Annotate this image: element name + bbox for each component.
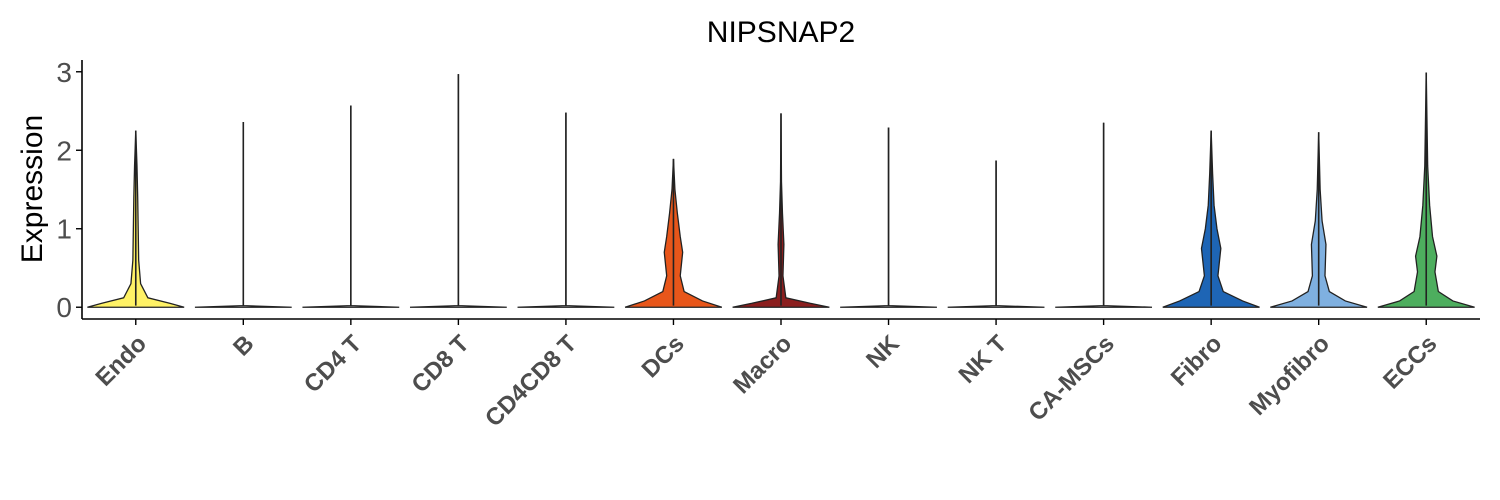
violin-ca-mscs [1055, 122, 1153, 308]
x-tick-label: Macro [728, 330, 797, 399]
x-tick-label: B [228, 330, 259, 361]
violin-cd4cd8-t [517, 112, 615, 308]
y-tick-label: 0 [56, 292, 72, 323]
violin-b [194, 122, 292, 308]
x-tick-label: CD4CD8 T [480, 330, 582, 432]
y-tick-label: 3 [56, 57, 72, 88]
chart-title: NIPSNAP2 [707, 16, 855, 49]
x-tick-label: Fibro [1166, 330, 1228, 392]
violin-cd8-t [409, 74, 507, 308]
x-tick-label: CD8 T [407, 330, 475, 398]
violin-cd4-t [302, 105, 400, 308]
x-tick-label: NK [861, 330, 905, 374]
y-tick-label: 1 [56, 214, 72, 245]
x-tick-label: ECCs [1378, 330, 1442, 394]
x-tick-label: CA-MSCs [1023, 330, 1119, 426]
violin-nk-t [947, 160, 1045, 308]
y-tick-label: 2 [56, 135, 72, 166]
y-axis-label: Expression [16, 115, 49, 263]
violin-nk [840, 127, 937, 308]
x-tick-label: DCs [637, 330, 690, 383]
x-tick-label: CD4 T [299, 330, 367, 398]
plot-area: 0 1 2 3 Endo B CD4 T CD8 T CD4CD8 T DCs Macro NK NK … [56, 57, 1480, 432]
x-tick-label: Endo [90, 330, 152, 392]
x-tick-label: Myofibro [1244, 330, 1335, 421]
x-tick-label: NK T [954, 330, 1013, 389]
